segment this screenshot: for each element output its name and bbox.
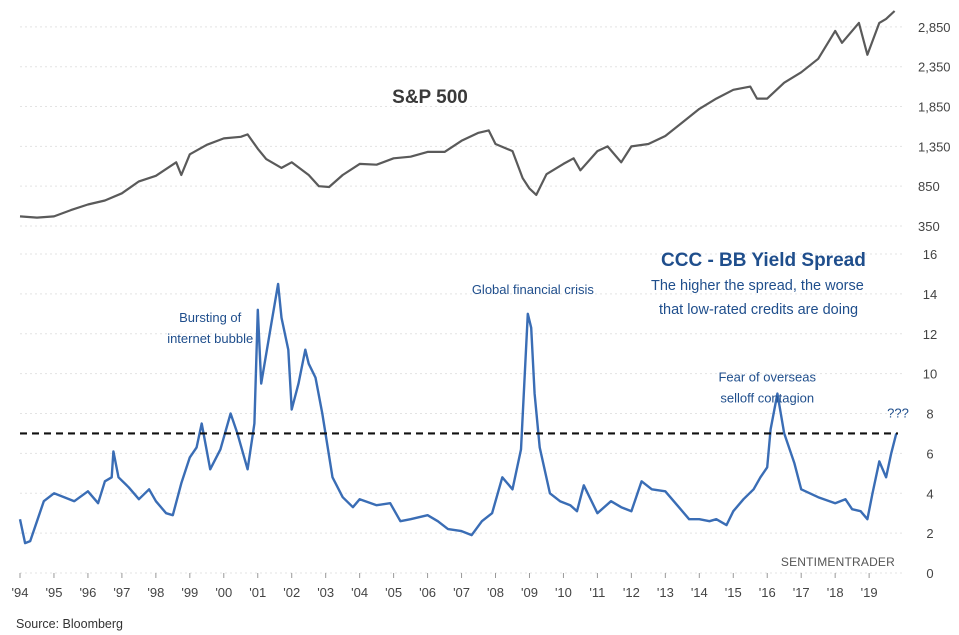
- spread-y-tick-label: 10: [923, 367, 937, 382]
- sp500-y-tick-label: 2,850: [918, 20, 951, 35]
- spread-y-tick-label: 2: [926, 526, 933, 541]
- x-tick-label: '19: [861, 585, 878, 600]
- spread-y-tick-label: 16: [923, 247, 937, 262]
- spread-title: CCC - BB Yield Spread: [661, 250, 866, 271]
- x-tick-label: '16: [759, 585, 776, 600]
- x-tick-label: '03: [317, 585, 334, 600]
- x-tick-label: '09: [521, 585, 538, 600]
- x-tick-label: '99: [181, 585, 198, 600]
- spread-annotation: Fear of overseas: [718, 370, 816, 385]
- x-tick-label: '14: [691, 585, 708, 600]
- spread-series-line: [18, 282, 898, 545]
- x-tick-label: '95: [45, 585, 62, 600]
- x-tick-label: '97: [113, 585, 130, 600]
- spread-y-tick-label: 6: [926, 446, 933, 461]
- credit-label: SENTIMENTRADER: [781, 555, 895, 569]
- x-tick-label: '08: [487, 585, 504, 600]
- sp500-title: S&P 500: [392, 87, 468, 108]
- x-tick-label: '15: [725, 585, 742, 600]
- spread-annotation: Global financial crisis: [472, 282, 595, 297]
- x-tick-label: '04: [351, 585, 368, 600]
- x-tick-label: '17: [793, 585, 810, 600]
- x-tick-label: '05: [385, 585, 402, 600]
- x-axis: '94 '95 '96 '97 '98 '99 '00 '01 '02 '03 '04 '05 '06 '…: [12, 573, 878, 600]
- spread-y-tick-label: 12: [923, 327, 937, 342]
- spread-y-tick-label: 4: [926, 486, 933, 501]
- spread-annotation: Bursting of: [179, 310, 242, 325]
- sp500-y-tick-label: 1,350: [918, 139, 951, 154]
- spread-subtitle-line-2: that low-rated credits are doing: [659, 302, 858, 318]
- sp500-y-tick-label: 350: [918, 219, 940, 234]
- x-tick-label: '98: [147, 585, 164, 600]
- x-tick-label: '01: [249, 585, 266, 600]
- sp500-y-axis: 350 850 1,350 1,850 2,350 2,850: [918, 20, 951, 234]
- spread-y-tick-label: 0: [926, 566, 933, 581]
- x-tick-label: '10: [555, 585, 572, 600]
- x-tick-label: '07: [453, 585, 470, 600]
- sp500-y-tick-label: 1,850: [918, 100, 951, 115]
- spread-y-tick-label: 14: [923, 287, 937, 302]
- x-tick-label: '96: [79, 585, 96, 600]
- sp500-y-tick-label: 850: [918, 179, 940, 194]
- x-tick-label: '02: [283, 585, 300, 600]
- sp500-gridlines: [20, 26, 903, 227]
- sp500-series-line: [19, 10, 896, 219]
- x-tick-label: '12: [623, 585, 640, 600]
- spread-y-axis: 0 2 4 6 8 10 12 14 16: [923, 247, 937, 581]
- x-tick-label: '06: [419, 585, 436, 600]
- x-tick-label: '13: [657, 585, 674, 600]
- x-tick-label: '00: [215, 585, 232, 600]
- spread-annotation: internet bubble: [167, 331, 253, 346]
- x-tick-label: '11: [589, 585, 605, 600]
- x-tick-label: '18: [827, 585, 844, 600]
- spread-annotation: ???: [887, 405, 909, 420]
- sp500-y-tick-label: 2,350: [918, 60, 951, 75]
- spread-annotation: selloff contagion: [720, 391, 814, 406]
- spread-subtitle-line-1: The higher the spread, the worse: [651, 278, 864, 294]
- spread-y-tick-label: 8: [926, 407, 933, 422]
- spread-annotations: Bursting of internet bubble Global financi…: [167, 282, 909, 421]
- x-tick-label: '94: [12, 585, 29, 600]
- source-label: Source: Bloomberg: [16, 617, 123, 631]
